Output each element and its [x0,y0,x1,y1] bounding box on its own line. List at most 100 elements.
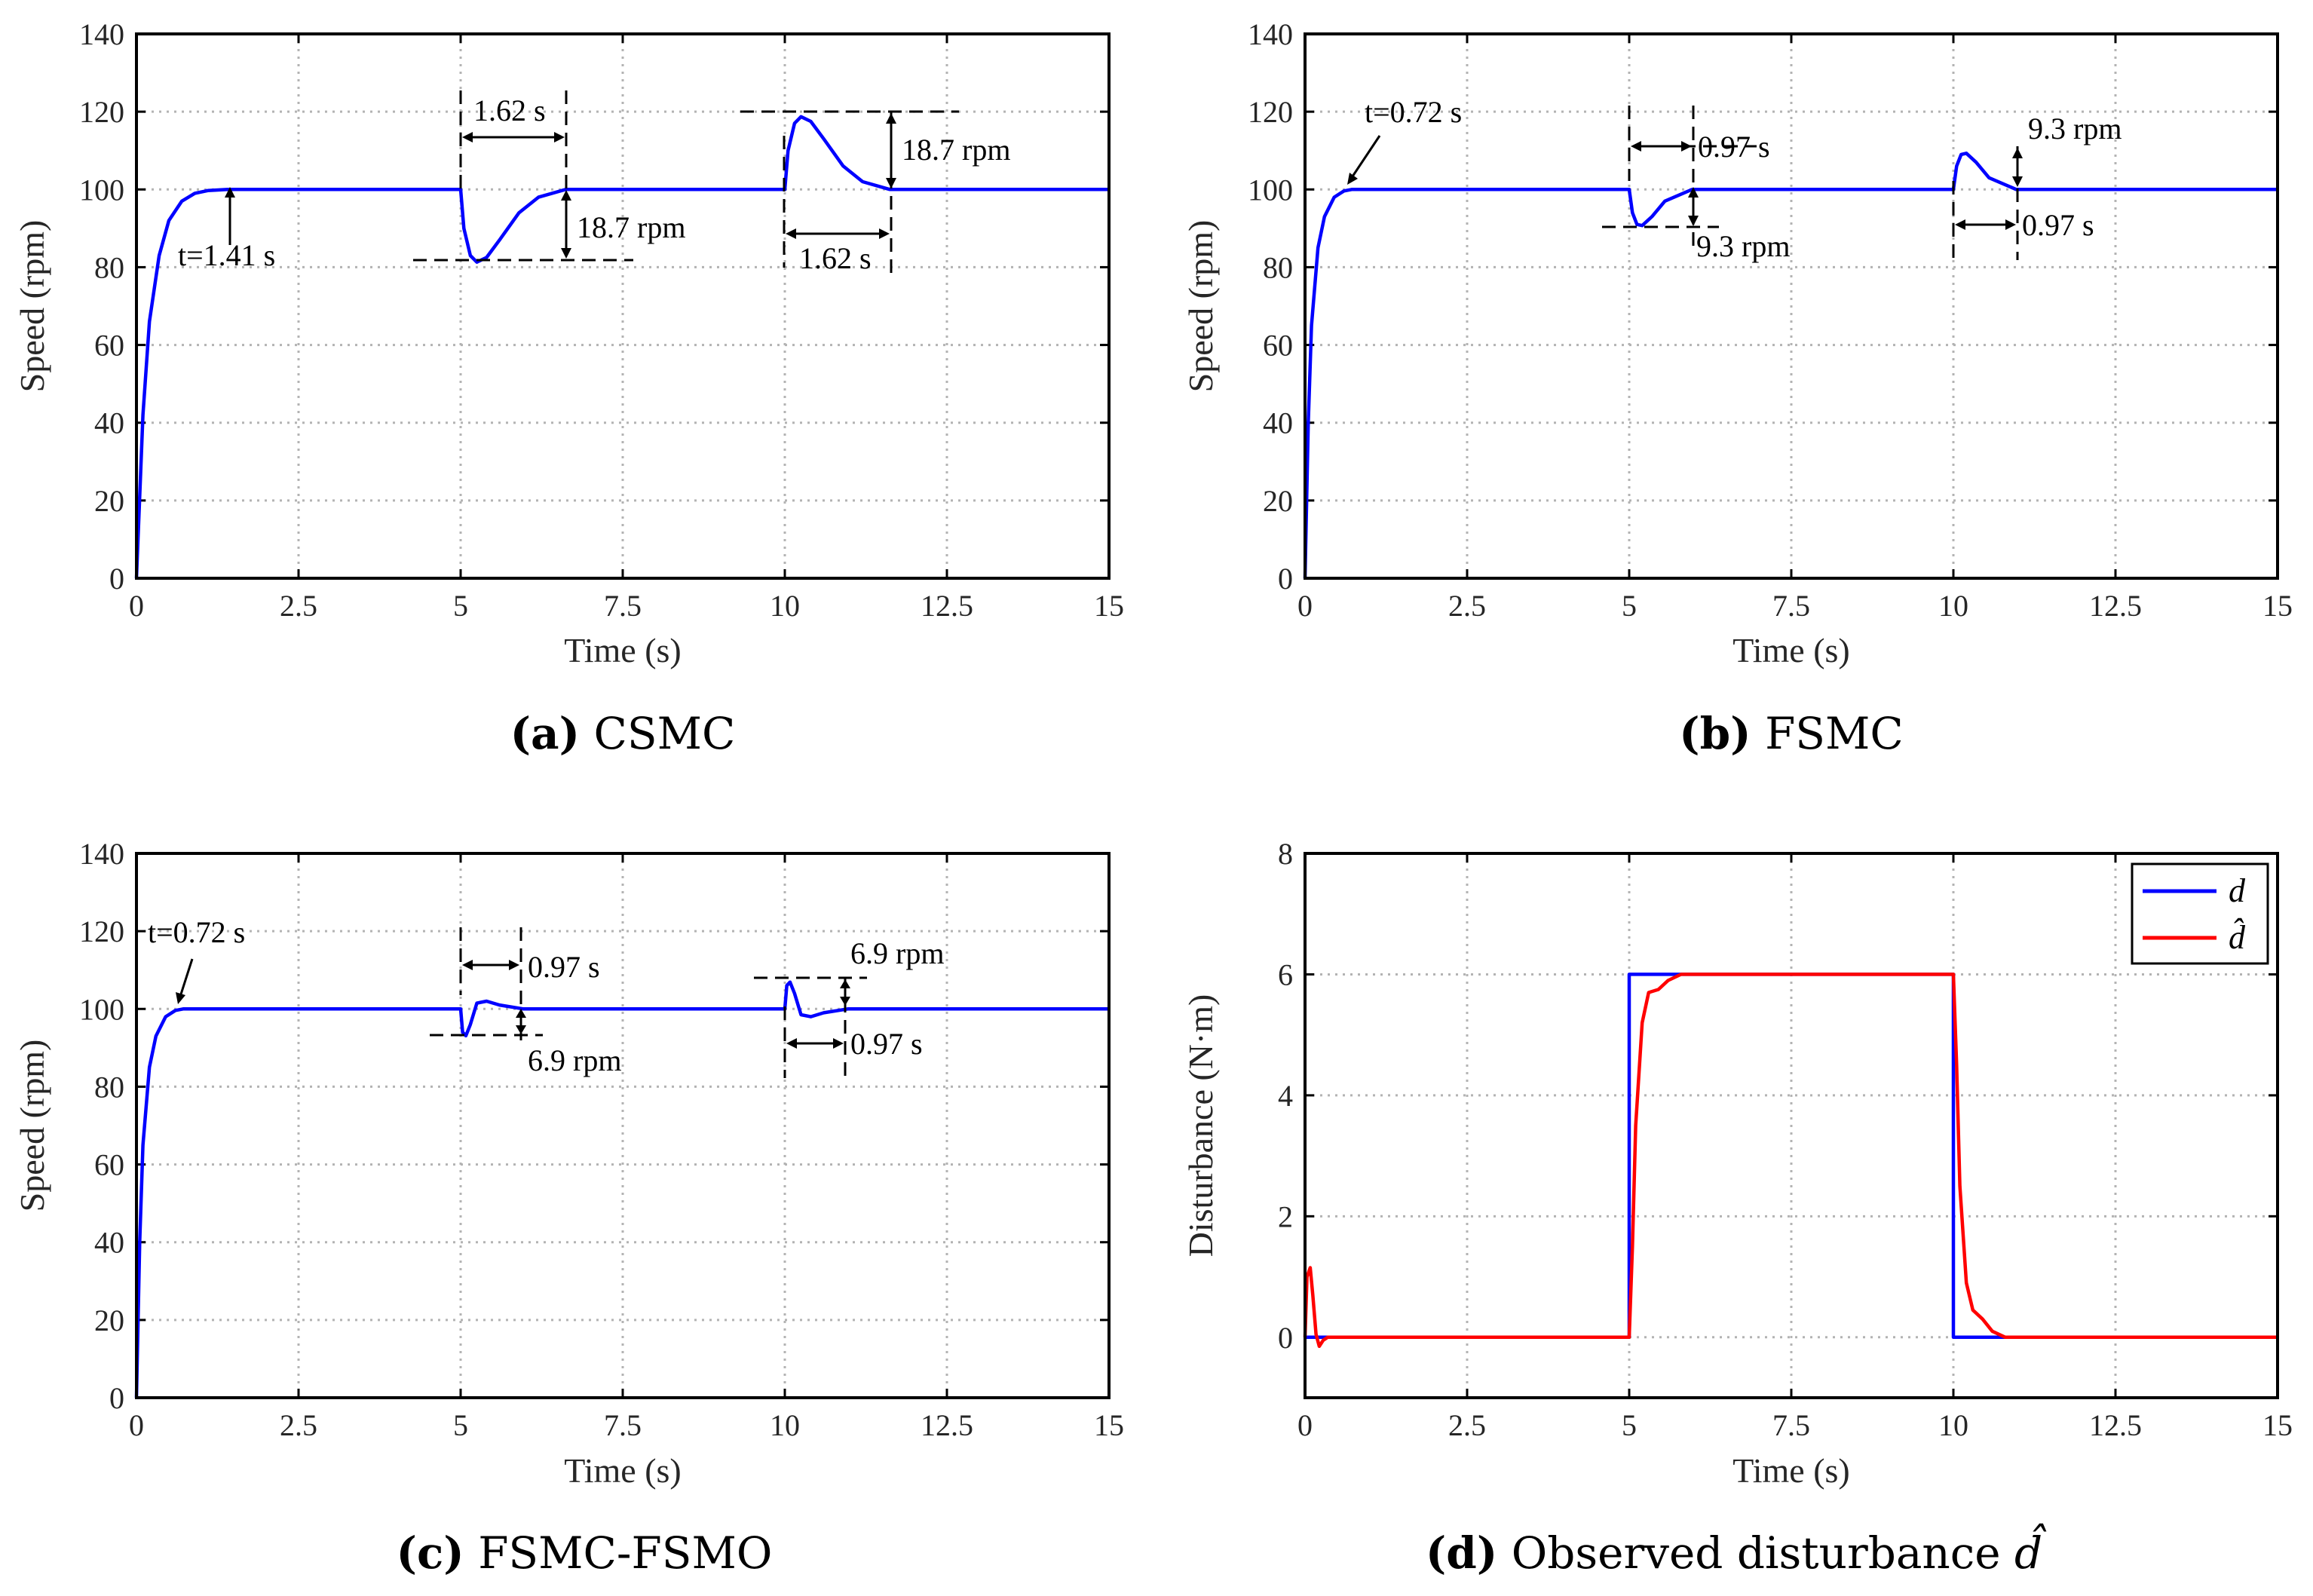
y-tick-label: 80 [1263,250,1293,284]
y-tick-label: 100 [79,992,124,1026]
panel-a: 0 20 40 60 80 100 120 140 0 2.5 5 7.5 10 12.5 15 Time… [13,17,1124,759]
axes-frame-b [1304,32,2279,580]
x-tick-label: 0 [1297,589,1313,623]
speed-line-b [1303,152,2278,579]
annotation-overshoot-c: 6.9 rpm [850,936,944,970]
x-tick-label: 15 [2262,1408,2293,1442]
caption-a: (a) CSMC [510,708,736,759]
legend-label-d: d [2229,872,2246,909]
y-tick-label: 4 [1278,1079,1293,1113]
annotation-interval-a2: 1.62 s [799,241,872,275]
y-tick-label: 40 [1263,406,1293,440]
annotation-rise-c: t=0.72 s [148,915,245,949]
y-tick-label: 0 [109,562,124,596]
x-tick-label: 12.5 [2089,1408,2142,1442]
annotation-interval-c2: 0.97 s [850,1027,923,1061]
x-tick-label: 7.5 [604,589,642,623]
y-tick-label: 0 [1278,1321,1293,1355]
ylabel-d: Disturbance (N·m) [1181,994,1220,1258]
annotation-drop-c: 6.9 rpm [528,1043,621,1077]
annotation-drop-b: 9.3 rpm [1696,229,1790,263]
ylabel-a: Speed (rpm) [13,220,51,393]
y-tick-label: 140 [79,837,124,871]
speed-line-a [134,115,1109,579]
annotations-c: t=0.72 s 0.97 s 6.9 rpm 6.9 rpm 0.97 s [148,915,944,1078]
x-tick-label: 5 [453,1408,468,1442]
x-tick-label: 5 [453,589,468,623]
x-tick-label: 10 [1938,589,1968,623]
xlabel-b: Time (s) [1732,631,1850,669]
y-tick-label: 0 [109,1381,124,1415]
x-tick-label: 12.5 [921,1408,973,1442]
annotation-drop-a: 18.7 rpm [577,210,685,244]
ylabel-b: Speed (rpm) [1181,220,1220,393]
y-tick-label: 120 [79,914,124,948]
y-tick-label: 100 [1248,173,1293,207]
annotation-rise-a: t=1.41 s [178,238,275,272]
xlabel-a: Time (s) [564,631,682,669]
pointer-arrow-c [178,958,194,1000]
y-tick-label: 80 [94,250,124,284]
y-tick-label: 100 [79,173,124,207]
x-tick-label: 0 [129,589,144,623]
legend-d: d d̂ [2131,862,2269,965]
grid-a [136,34,1109,578]
axes-frame-d [1304,852,2279,1399]
x-tick-label: 7.5 [1772,589,1810,623]
x-tick-label: 5 [1622,1408,1637,1442]
panel-d: 0 2 4 6 8 0 2.5 5 7.5 10 12.5 15 Time (s) Disturba… [1181,837,2293,1579]
x-tick-label: 2.5 [1448,1408,1486,1442]
arrowheads [462,132,565,142]
y-tick-label: 20 [94,484,124,518]
arrowheads [516,1009,526,1034]
arrowhead [176,992,185,1004]
y-tick-label: 0 [1278,562,1293,596]
x-tick-label: 2.5 [280,1408,317,1442]
arrowheads [840,979,850,1006]
y-tick-label: 6 [1278,957,1293,991]
y-tick-label: 60 [94,1148,124,1182]
annotation-overshoot-a: 18.7 rpm [902,133,1010,167]
grid-b [1305,34,2278,578]
axes-frame-a [135,32,1111,580]
y-tick-label: 40 [94,1226,124,1260]
x-tick-label: 12.5 [2089,589,2142,623]
annotation-rise-b: t=0.72 s [1365,95,1462,129]
arrowhead [225,187,235,198]
speed-line-c [134,980,1109,1398]
x-tick-label: 12.5 [921,589,973,623]
xlabel-d: Time (s) [1732,1451,1850,1490]
x-tick-label: 5 [1622,589,1637,623]
x-tick-label: 15 [1094,1408,1124,1442]
xlabel-c: Time (s) [564,1451,682,1490]
y-tick-label: 40 [94,406,124,440]
y-tick-label: 20 [1263,484,1293,518]
x-tick-label: 15 [2262,589,2293,623]
axes-frame-c [135,852,1111,1399]
y-tick-label: 8 [1278,837,1293,871]
annotation-interval-a1: 1.62 s [473,93,546,127]
x-tick-label: 7.5 [604,1408,642,1442]
x-tick-label: 10 [770,1408,800,1442]
y-tick-label: 140 [79,17,124,51]
panel-b: 0 20 40 60 80 100 120 140 0 2.5 5 7.5 10 12.5 15 Time… [1181,17,2293,759]
annotations-a: t=1.41 s 1.62 s 18.7 rpm 18.7 rpm 1.62 s [178,90,1010,279]
y-tick-label: 2 [1278,1199,1293,1233]
arrowhead [1347,173,1358,185]
legend-box [2131,862,2269,965]
y-tick-label: 120 [79,95,124,129]
y-tick-label: 60 [94,329,124,363]
x-tick-label: 10 [1938,1408,1968,1442]
x-tick-label: 0 [129,1408,144,1442]
ylabel-c: Speed (rpm) [13,1040,51,1212]
caption-c: (c) FSMC-FSMO [397,1527,773,1579]
arrowheads [1688,187,1699,226]
annotation-interval-b2: 0.97 s [2022,208,2094,242]
x-tick-label: 7.5 [1772,1408,1810,1442]
y-tick-label: 140 [1248,17,1293,51]
caption-d: (d) Observed disturbance d̂ [1426,1523,2047,1579]
x-tick-label: 0 [1297,1408,1313,1442]
caption-b: (b) FSMC [1679,708,1904,759]
x-tick-label: 10 [770,589,800,623]
